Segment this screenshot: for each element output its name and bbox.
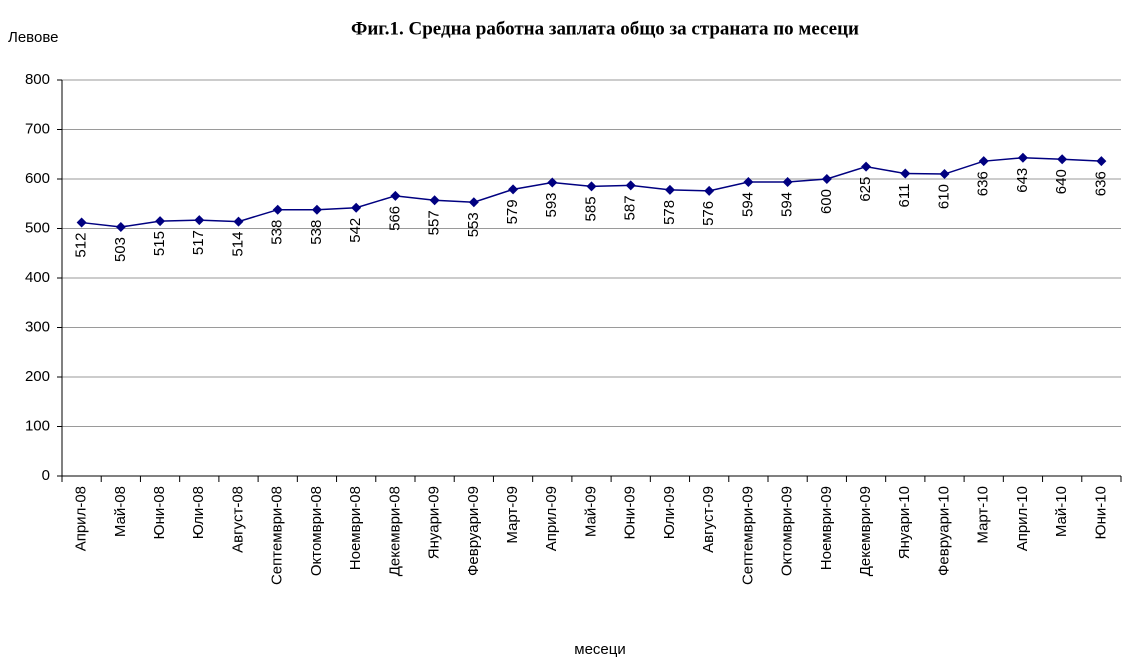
x-tick-label: Септември-09 bbox=[739, 486, 756, 585]
x-tick-label: Юни-08 bbox=[151, 486, 168, 540]
x-tick-label: Декември-08 bbox=[386, 486, 403, 576]
data-point bbox=[743, 176, 754, 187]
y-axis-label: Левове bbox=[8, 29, 58, 46]
data-point bbox=[155, 216, 166, 227]
data-label: 514 bbox=[229, 232, 246, 257]
chart-title: Фиг.1. Средна работна заплата общо за ст… bbox=[351, 18, 859, 39]
x-tick-label: Юни-09 bbox=[622, 486, 639, 540]
data-point bbox=[664, 184, 675, 195]
x-tick-label: Декември-09 bbox=[857, 486, 874, 576]
x-axis-label: месеци bbox=[574, 641, 625, 658]
data-point bbox=[821, 174, 832, 184]
data-point bbox=[547, 177, 558, 188]
data-point bbox=[625, 180, 636, 191]
x-tick-label: Октомври-08 bbox=[308, 486, 325, 576]
x-tick-label: Ноември-09 bbox=[818, 486, 835, 570]
data-point bbox=[272, 204, 283, 215]
data-label: 538 bbox=[308, 220, 325, 245]
data-point bbox=[468, 197, 479, 208]
x-tick-label: Юни-10 bbox=[1092, 486, 1109, 540]
data-point bbox=[429, 195, 440, 206]
y-tick-label: 200 bbox=[25, 368, 50, 385]
data-point bbox=[194, 215, 205, 226]
y-tick-label: 700 bbox=[25, 120, 50, 137]
data-label: 579 bbox=[504, 199, 521, 224]
data-label: 585 bbox=[582, 196, 599, 221]
data-label: 593 bbox=[543, 192, 560, 217]
data-point bbox=[1057, 154, 1068, 165]
data-label: 566 bbox=[386, 206, 403, 231]
x-tick-label: Май-10 bbox=[1053, 486, 1070, 537]
x-tick-label: Февруари-10 bbox=[935, 486, 952, 576]
data-label: 610 bbox=[935, 184, 952, 209]
data-point bbox=[900, 168, 911, 179]
data-point bbox=[76, 217, 87, 228]
data-point bbox=[351, 202, 362, 213]
x-tick-label: Ноември-08 bbox=[347, 486, 364, 570]
data-label: 611 bbox=[896, 184, 913, 208]
x-tick-label: Март-09 bbox=[504, 486, 521, 544]
data-point bbox=[939, 169, 950, 180]
data-point bbox=[233, 216, 244, 227]
x-tick-label: Август-09 bbox=[700, 486, 717, 553]
data-point bbox=[586, 181, 597, 192]
x-tick-label: Януари-09 bbox=[426, 486, 443, 559]
data-point bbox=[1096, 156, 1107, 167]
x-tick-label: Май-09 bbox=[582, 486, 599, 537]
y-tick-label: 500 bbox=[25, 219, 50, 236]
data-point bbox=[311, 204, 322, 215]
data-label: 503 bbox=[112, 237, 129, 262]
data-label: 636 bbox=[975, 171, 992, 196]
y-tick-label: 100 bbox=[25, 417, 50, 434]
data-label: 640 bbox=[1053, 169, 1070, 194]
data-label: 515 bbox=[151, 231, 168, 256]
data-label: 576 bbox=[700, 201, 717, 226]
x-tick-label: Октомври-09 bbox=[779, 486, 796, 576]
x-tick-label: Март-10 bbox=[975, 486, 992, 544]
data-label: 594 bbox=[779, 192, 796, 217]
x-tick-label: Април-08 bbox=[73, 486, 90, 551]
x-tick-label: Септември-08 bbox=[269, 486, 286, 585]
data-point bbox=[390, 190, 401, 201]
y-tick-label: 800 bbox=[25, 71, 50, 88]
y-tick-label: 400 bbox=[25, 269, 50, 286]
data-label: 517 bbox=[190, 230, 207, 255]
data-label: 643 bbox=[1014, 168, 1031, 193]
data-label: 625 bbox=[857, 177, 874, 202]
x-tick-label: Юли-09 bbox=[661, 486, 678, 539]
data-point bbox=[861, 161, 872, 172]
y-tick-label: 300 bbox=[25, 318, 50, 335]
data-label: 542 bbox=[347, 218, 364, 243]
x-tick-label: Август-08 bbox=[229, 486, 246, 553]
data-label: 512 bbox=[73, 233, 90, 258]
data-point bbox=[978, 156, 989, 167]
x-tick-label: Май-08 bbox=[112, 486, 129, 537]
x-tick-label: Януари-10 bbox=[896, 486, 913, 559]
data-label: 587 bbox=[622, 195, 639, 220]
data-label: 636 bbox=[1092, 171, 1109, 196]
x-tick-label: Юли-08 bbox=[190, 486, 207, 539]
data-label: 578 bbox=[661, 200, 678, 225]
data-label: 600 bbox=[818, 189, 835, 214]
data-label: 594 bbox=[739, 192, 756, 217]
x-tick-label: Април-09 bbox=[543, 486, 560, 551]
y-tick-label: 600 bbox=[25, 170, 50, 187]
data-point bbox=[115, 222, 126, 233]
data-point bbox=[704, 185, 715, 196]
data-label: 538 bbox=[269, 220, 286, 245]
data-point bbox=[508, 184, 519, 195]
data-point bbox=[782, 176, 793, 187]
y-tick-label: 0 bbox=[42, 467, 50, 484]
x-tick-label: Февруари-09 bbox=[465, 486, 482, 576]
x-tick-label: Април-10 bbox=[1014, 486, 1031, 551]
data-label: 557 bbox=[426, 210, 443, 235]
data-label: 553 bbox=[465, 212, 482, 237]
data-point bbox=[1017, 152, 1028, 163]
